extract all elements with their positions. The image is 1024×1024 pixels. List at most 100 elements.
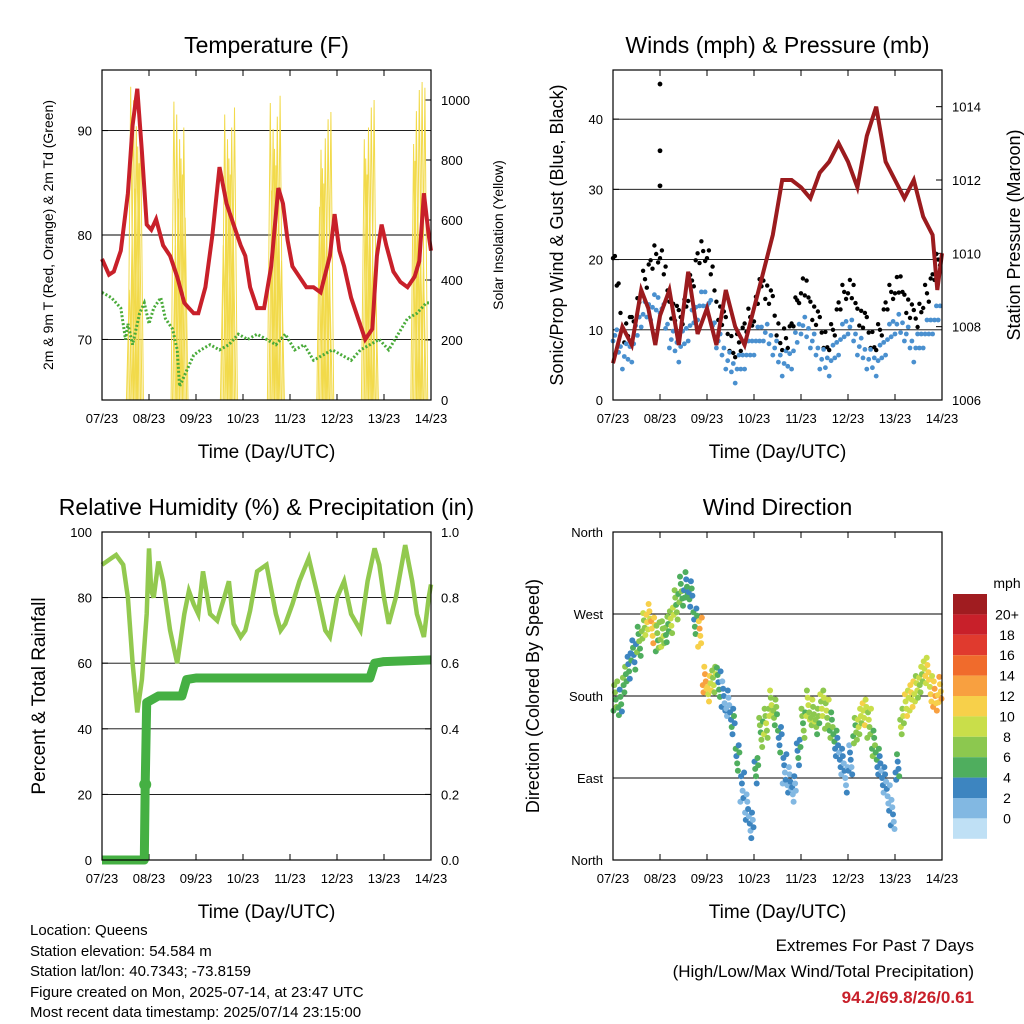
- direction-point: [744, 798, 751, 805]
- x-tick-label: 09/23: [180, 411, 213, 426]
- wind-point: [777, 352, 783, 358]
- gust-point: [834, 307, 839, 312]
- wind-point: [840, 321, 845, 327]
- gust-point: [883, 300, 888, 305]
- gust-point: [896, 290, 901, 295]
- chart-title: Temperature (F): [184, 32, 349, 58]
- wind-point: [934, 303, 939, 309]
- wind-point: [894, 321, 900, 327]
- direction-point: [866, 724, 873, 730]
- gust-point: [655, 260, 661, 265]
- direction-point: [632, 666, 639, 673]
- wind-point: [740, 352, 746, 358]
- direction-point: [629, 637, 636, 644]
- wind-point: [749, 338, 755, 344]
- solar-line: [327, 111, 335, 401]
- direction-point: [731, 713, 737, 719]
- solar-line: [365, 127, 372, 401]
- gust-point: [706, 248, 712, 253]
- wind-point: [676, 359, 682, 365]
- wind-point: [841, 334, 847, 340]
- direction-point: [618, 708, 625, 715]
- wind-point: [868, 347, 873, 352]
- wind-point: [635, 333, 640, 338]
- direction-point: [768, 702, 775, 709]
- solar-line: [319, 168, 326, 401]
- wind-point: [853, 331, 858, 337]
- solar-line: [134, 146, 141, 401]
- wind-point: [663, 326, 668, 331]
- x-tick-label: 12/23: [321, 871, 354, 886]
- gust-point: [853, 300, 858, 306]
- gust-point: [842, 289, 847, 295]
- gust-point: [815, 309, 821, 314]
- legend-label: 18: [999, 627, 1015, 643]
- direction-point: [928, 698, 935, 705]
- gust-point: [708, 272, 713, 277]
- gust-point: [889, 289, 894, 295]
- y-tick-label: 20: [78, 787, 92, 802]
- gust-point: [640, 268, 646, 273]
- solar-line: [130, 100, 137, 401]
- direction-point: [898, 731, 905, 738]
- direction-point: [891, 826, 898, 832]
- direction-point: [865, 716, 872, 723]
- direction-point: [776, 742, 783, 749]
- wind-point: [614, 327, 620, 333]
- direction-point: [698, 614, 705, 621]
- gust-point: [898, 274, 903, 279]
- direction-point: [782, 776, 789, 783]
- gust-point: [906, 297, 911, 302]
- direction-point: [882, 771, 889, 778]
- direction-point: [642, 632, 649, 638]
- wind-point: [819, 356, 825, 362]
- direction-point: [730, 705, 737, 712]
- gust-point: [712, 288, 717, 293]
- direction-point: [829, 724, 836, 730]
- direction-point: [825, 696, 832, 703]
- wind-point: [864, 366, 870, 372]
- direction-point: [781, 769, 788, 776]
- direction-point: [881, 764, 888, 771]
- direction-point: [691, 623, 698, 630]
- y-right-tick-label: 1012: [952, 173, 981, 188]
- x-tick-label: 11/23: [274, 871, 306, 886]
- wind-point: [623, 341, 629, 347]
- direction-point: [848, 764, 855, 771]
- direction-point: [861, 714, 868, 721]
- legend-swatch: [953, 757, 987, 778]
- wind-point: [736, 352, 742, 358]
- direction-point: [767, 687, 774, 694]
- gust-point: [693, 258, 698, 263]
- gust-point: [904, 310, 909, 316]
- wind-point: [776, 359, 781, 365]
- direction-point: [890, 818, 897, 825]
- gust-point: [796, 300, 802, 306]
- direction-point: [803, 687, 810, 694]
- direction-point: [693, 605, 700, 612]
- solar-line: [421, 87, 429, 401]
- y-tick-label: 70: [78, 332, 92, 347]
- direction-point: [697, 632, 704, 639]
- gust-point: [877, 327, 883, 332]
- wind-point: [629, 359, 635, 365]
- direction-point: [706, 698, 712, 705]
- wind-point: [900, 320, 905, 326]
- wind-point: [834, 340, 840, 345]
- x-tick-label: 09/23: [691, 871, 724, 886]
- wind-point: [800, 323, 806, 328]
- wind-point: [855, 352, 860, 358]
- wind-point: [779, 373, 785, 379]
- wind-point: [847, 324, 853, 330]
- gust-point: [697, 260, 702, 266]
- direction-point: [795, 755, 802, 761]
- direction-point: [923, 654, 930, 661]
- x-tick-label: 13/23: [368, 411, 401, 426]
- gust-point: [618, 310, 623, 316]
- direction-point: [790, 798, 797, 805]
- gust-point: [849, 296, 854, 301]
- solar-line: [221, 114, 228, 401]
- direction-point: [682, 569, 689, 576]
- plot-border: [101, 69, 432, 401]
